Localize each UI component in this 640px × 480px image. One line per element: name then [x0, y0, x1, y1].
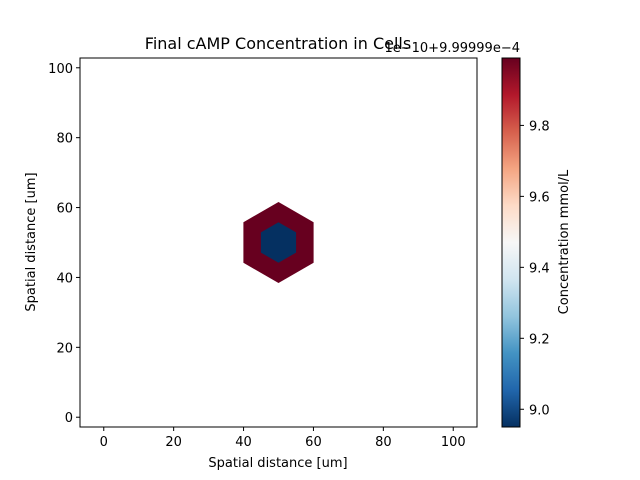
x-tick-label: 20: [165, 435, 182, 450]
x-axis-label: Spatial distance [um]: [208, 456, 347, 471]
y-tick-label: 40: [56, 271, 73, 286]
colorbar-label: Concentration mmol/L: [557, 169, 572, 314]
y-axis-label: Spatial distance [um]: [24, 172, 39, 311]
plot-frame: [79, 57, 478, 428]
colorbar-tick-label: 9.8: [529, 119, 550, 134]
colorbar-tick-label: 9.6: [529, 190, 550, 205]
chart-title: Final cAMP Concentration in Cells: [145, 34, 411, 53]
colorbar: 9.0 9.2 9.4 9.6 9.8 1e−10+9.99999e−4 Concent…: [384, 41, 572, 428]
colorbar-offset-label: 1e−10+9.99999e−4: [384, 41, 520, 56]
inner-cell: [260, 222, 297, 263]
colorbar-tick-label: 9.4: [529, 261, 550, 276]
colorbar-tick-label: 9.0: [529, 403, 550, 418]
y-tick-label: 80: [56, 132, 73, 147]
y-tick-label: 100: [48, 62, 73, 77]
y-tick-label: 20: [56, 341, 73, 356]
x-tick-label: 100: [441, 435, 466, 450]
x-tick-label: 60: [305, 435, 322, 450]
plot-area: [79, 57, 478, 428]
y-tick-label: 0: [65, 411, 73, 426]
x-tick-label: 40: [235, 435, 252, 450]
x-tick-label: 80: [375, 435, 392, 450]
y-tick-label: 60: [56, 202, 73, 217]
colorbar-tick-label: 9.2: [529, 332, 550, 347]
colorbar-gradient: [501, 57, 521, 428]
x-tick-label: 0: [100, 435, 108, 450]
